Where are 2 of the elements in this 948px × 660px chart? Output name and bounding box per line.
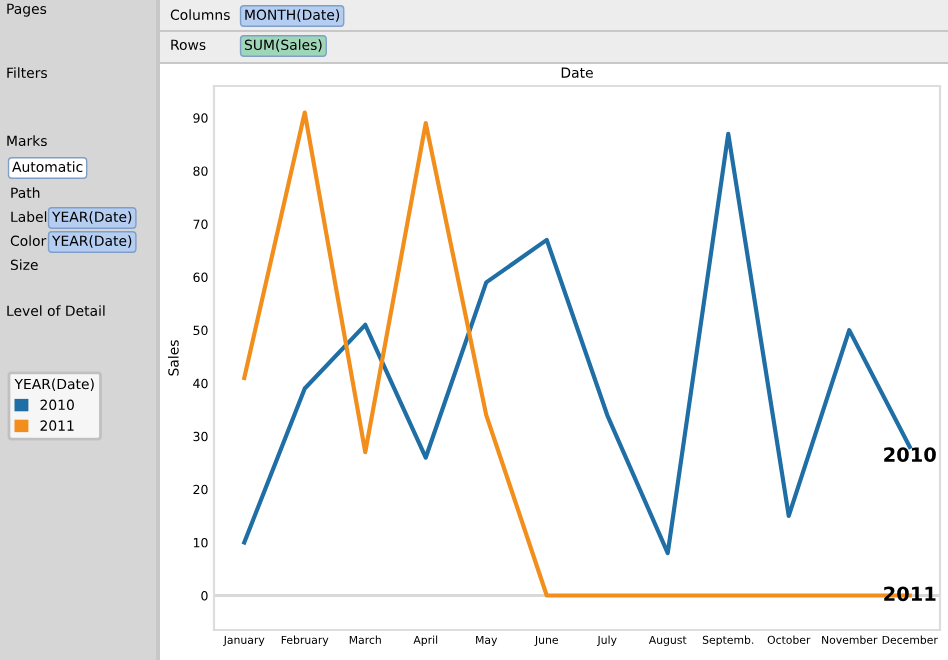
text: 2011 [884,586,936,602]
text: 2010 [884,447,936,462]
